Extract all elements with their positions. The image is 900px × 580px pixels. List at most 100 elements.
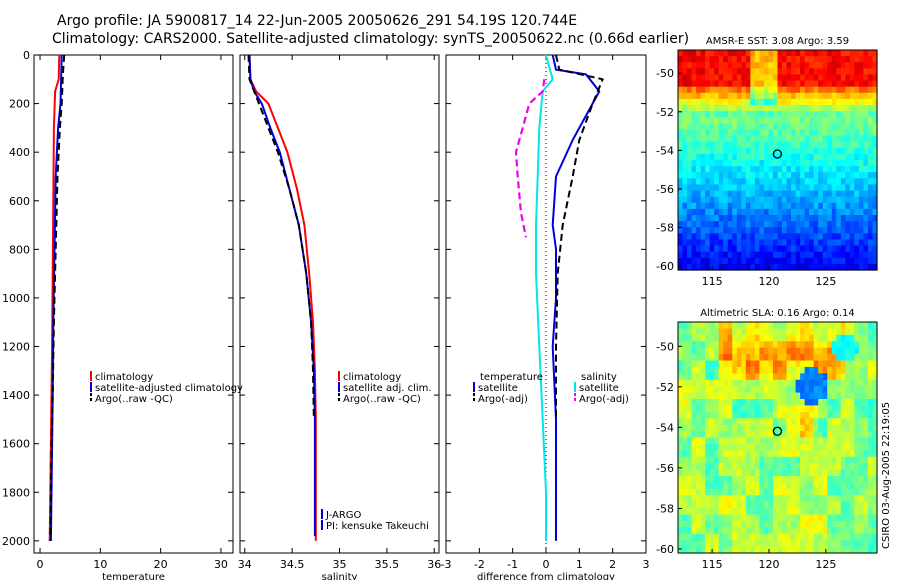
- heatmap-cell: [822, 431, 828, 439]
- heatmap-cell: [732, 469, 738, 477]
- heatmap-cell: [745, 111, 751, 118]
- heatmap-cell: [836, 202, 842, 210]
- heatmap-cell: [782, 495, 788, 503]
- heatmap-cell: [831, 160, 837, 167]
- heatmap-cell: [845, 117, 851, 124]
- heatmap-cell: [696, 508, 702, 516]
- heatmap-cell: [745, 501, 751, 509]
- heatmap-cell: [745, 527, 751, 535]
- heatmap-cell: [736, 196, 742, 204]
- heatmap-cell: [691, 245, 697, 253]
- heatmap-cell: [682, 341, 688, 349]
- heatmap-cell: [786, 105, 792, 112]
- heatmap-cell: [696, 153, 702, 161]
- heatmap-cell: [745, 92, 751, 100]
- heatmap-cell: [678, 379, 684, 387]
- heatmap-cell: [809, 546, 815, 554]
- heatmap-cell: [736, 488, 742, 496]
- heatmap-cell: [782, 68, 788, 76]
- heatmap-cell: [768, 514, 774, 522]
- heatmap-cell: [867, 424, 874, 432]
- heatmap-cell: [705, 533, 711, 541]
- heatmap-cell: [831, 495, 837, 503]
- heatmap-cell: [872, 135, 878, 143]
- heatmap-cell: [831, 251, 837, 259]
- heatmap-cell: [741, 399, 747, 407]
- heatmap-cell: [732, 105, 738, 112]
- heatmap-cell: [818, 508, 824, 516]
- heatmap-cell: [800, 527, 806, 535]
- heatmap-cell: [700, 514, 706, 522]
- timestamp-label: CSIRO 03-Aug-2005 22:19:05: [881, 402, 892, 549]
- heatmap-cell: [813, 105, 819, 112]
- heatmap-cell: [687, 520, 693, 528]
- heatmap-cell: [768, 386, 774, 394]
- heatmap-cell: [818, 379, 824, 387]
- heatmap-cell: [858, 141, 865, 149]
- heatmap-cell: [795, 98, 801, 106]
- map-title: AMSR-E SST: 3.08 Argo: 3.59: [706, 36, 849, 47]
- heatmap-cell: [872, 546, 878, 554]
- heatmap-cell: [822, 354, 828, 362]
- heatmap-cell: [804, 233, 810, 241]
- heatmap-cell: [691, 178, 697, 186]
- heatmap-cell: [741, 546, 747, 554]
- heatmap-cell: [759, 129, 765, 137]
- heatmap-cell: [849, 424, 855, 432]
- heatmap-cell: [709, 147, 715, 155]
- heatmap-cell: [705, 399, 711, 407]
- header-line2: Climatology: CARS2000. Satellite-adjuste…: [52, 31, 690, 47]
- heatmap-cell: [772, 418, 779, 426]
- heatmap-cell: [795, 251, 801, 259]
- heatmap-cell: [777, 68, 783, 76]
- annotation-program-label: J-ARGO: [325, 510, 362, 521]
- heatmap-cell: [795, 196, 801, 204]
- heatmap-cell: [782, 141, 788, 149]
- heatmap-cell: [786, 221, 792, 228]
- heatmap-cell: [732, 443, 738, 451]
- heatmap-cell: [795, 437, 801, 445]
- heatmap-cell: [772, 482, 779, 490]
- heatmap-cell: [845, 105, 851, 112]
- heatmap-cell: [741, 56, 747, 63]
- heatmap-cell: [696, 328, 702, 336]
- heatmap-cell: [822, 495, 828, 503]
- heatmap-cell: [768, 166, 774, 173]
- heatmap-cell: [732, 527, 738, 535]
- heatmap-cell: [745, 546, 751, 554]
- heatmap-cell: [687, 160, 693, 167]
- heatmap-cell: [718, 488, 724, 496]
- heatmap-cell: [741, 178, 747, 186]
- heatmap-cell: [813, 424, 819, 432]
- heatmap-cell: [791, 450, 797, 458]
- heatmap-cell: [777, 141, 783, 149]
- heatmap-cell: [863, 50, 869, 57]
- heatmap-cell: [849, 347, 855, 355]
- heatmap-cell: [777, 437, 783, 445]
- heatmap-cell: [858, 424, 865, 432]
- heatmap-cell: [836, 360, 842, 368]
- heatmap-cell: [849, 540, 855, 548]
- heatmap-cell: [782, 98, 788, 106]
- heatmap-cell: [691, 366, 697, 374]
- heatmap-cell: [791, 341, 797, 349]
- heatmap-cell: [804, 215, 810, 222]
- heatmap-cell: [831, 341, 837, 349]
- map-y-tick-label: -56: [656, 462, 674, 475]
- heatmap-cell: [768, 98, 774, 106]
- heatmap-cell: [782, 411, 788, 419]
- heatmap-cell: [705, 251, 711, 259]
- heatmap-cell: [849, 196, 855, 204]
- heatmap-cell: [795, 386, 801, 394]
- heatmap-cell: [687, 196, 693, 204]
- heatmap-cell: [840, 533, 846, 541]
- heatmap-cell: [696, 141, 702, 149]
- heatmap-cell: [750, 488, 756, 496]
- heatmap-cell: [872, 360, 878, 368]
- heatmap-cell: [800, 221, 806, 228]
- heatmap-cell: [863, 443, 869, 451]
- heatmap-cell: [718, 354, 724, 362]
- heatmap-cell: [863, 405, 869, 413]
- heatmap-cell: [804, 354, 810, 362]
- heatmap-cell: [768, 322, 774, 330]
